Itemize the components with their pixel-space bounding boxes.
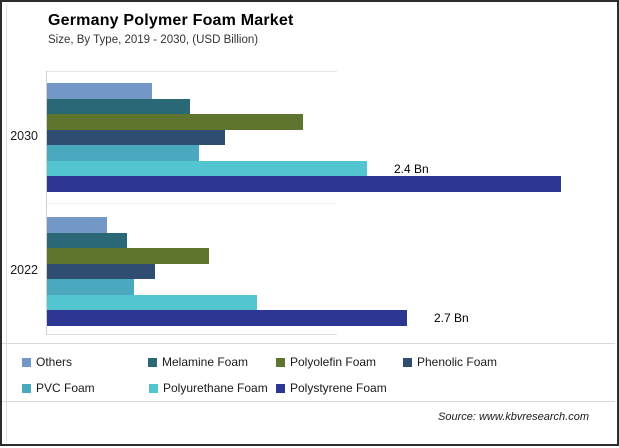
- legend-label-polyolefin-foam: Polyolefin Foam: [290, 355, 377, 369]
- legend-item-pvc-foam: PVC Foam: [22, 381, 95, 395]
- chart-area-left-border: [6, 4, 7, 441]
- bar-2030-polystyrene-foam: [47, 176, 561, 192]
- data-label-2030-polyurethane-foam: 2.4 Bn: [394, 161, 429, 176]
- bar-2022-melamine-foam: [47, 232, 127, 248]
- legend-box-top-border: [2, 343, 615, 344]
- legend-swatch-phenolic-foam: [403, 357, 412, 367]
- axis-label-2022: 2022: [10, 263, 38, 278]
- plot-border-top: [46, 71, 337, 72]
- bar-2022-polyolefin-foam: [47, 248, 209, 264]
- legend-label-melamine-foam: Melamine Foam: [162, 355, 249, 369]
- bar-2030-pvc-foam: [47, 145, 199, 161]
- legend-swatch-polyurethane-foam: [149, 383, 158, 393]
- legend-swatch-polyolefin-foam: [276, 357, 285, 367]
- legend-swatch-pvc-foam: [22, 383, 31, 393]
- bar-2022-others: [47, 217, 107, 233]
- legend-label-others: Others: [36, 355, 73, 369]
- legend-label-phenolic-foam: Phenolic Foam: [417, 355, 498, 369]
- legend-label-polyurethane-foam: Polyurethane Foam: [163, 381, 268, 395]
- legend-item-phenolic-foam: Phenolic Foam: [403, 355, 497, 369]
- legend-item-melamine-foam: Melamine Foam: [148, 355, 248, 369]
- chart-title: Germany Polymer Foam Market: [48, 12, 294, 29]
- axis-label-2030: 2030: [10, 129, 38, 144]
- bar-2022-polyurethane-foam: [47, 294, 257, 310]
- legend-swatch-others: [22, 357, 31, 367]
- legend-label-pvc-foam: PVC Foam: [36, 381, 95, 395]
- legend-label-polystyrene-foam: Polystyrene Foam: [290, 381, 387, 395]
- bar-2030-others: [47, 83, 152, 99]
- bar-2030-phenolic-foam: [47, 129, 225, 145]
- y-axis-line: [46, 71, 47, 335]
- legend-swatch-polystyrene-foam: [276, 383, 285, 393]
- bar-2022-polystyrene-foam: [47, 310, 407, 326]
- legend-item-polyolefin-foam: Polyolefin Foam: [276, 355, 376, 369]
- legend-item-polystyrene-foam: Polystyrene Foam: [276, 381, 387, 395]
- legend-item-polyurethane-foam: Polyurethane Foam: [149, 381, 268, 395]
- category-separator-line: [46, 203, 337, 204]
- data-label-2022-polystyrene-foam: 2.7 Bn: [434, 311, 469, 325]
- bar-2022-phenolic-foam: [47, 263, 155, 279]
- legend-item-others: Others: [22, 355, 72, 369]
- bar-2030-polyurethane-foam: [47, 160, 367, 176]
- bar-2030-melamine-foam: [47, 98, 190, 114]
- chart-subtitle: Size, By Type, 2019 - 2030, (USD Billion…: [48, 34, 259, 46]
- source-text: Source: www.kbvresearch.com: [438, 411, 589, 423]
- legend-swatch-melamine-foam: [148, 357, 157, 367]
- legend-box-bottom-border: [2, 401, 615, 402]
- bar-2030-polyolefin-foam: [47, 114, 303, 130]
- bar-2022-pvc-foam: [47, 279, 134, 295]
- x-axis-line: [46, 334, 337, 335]
